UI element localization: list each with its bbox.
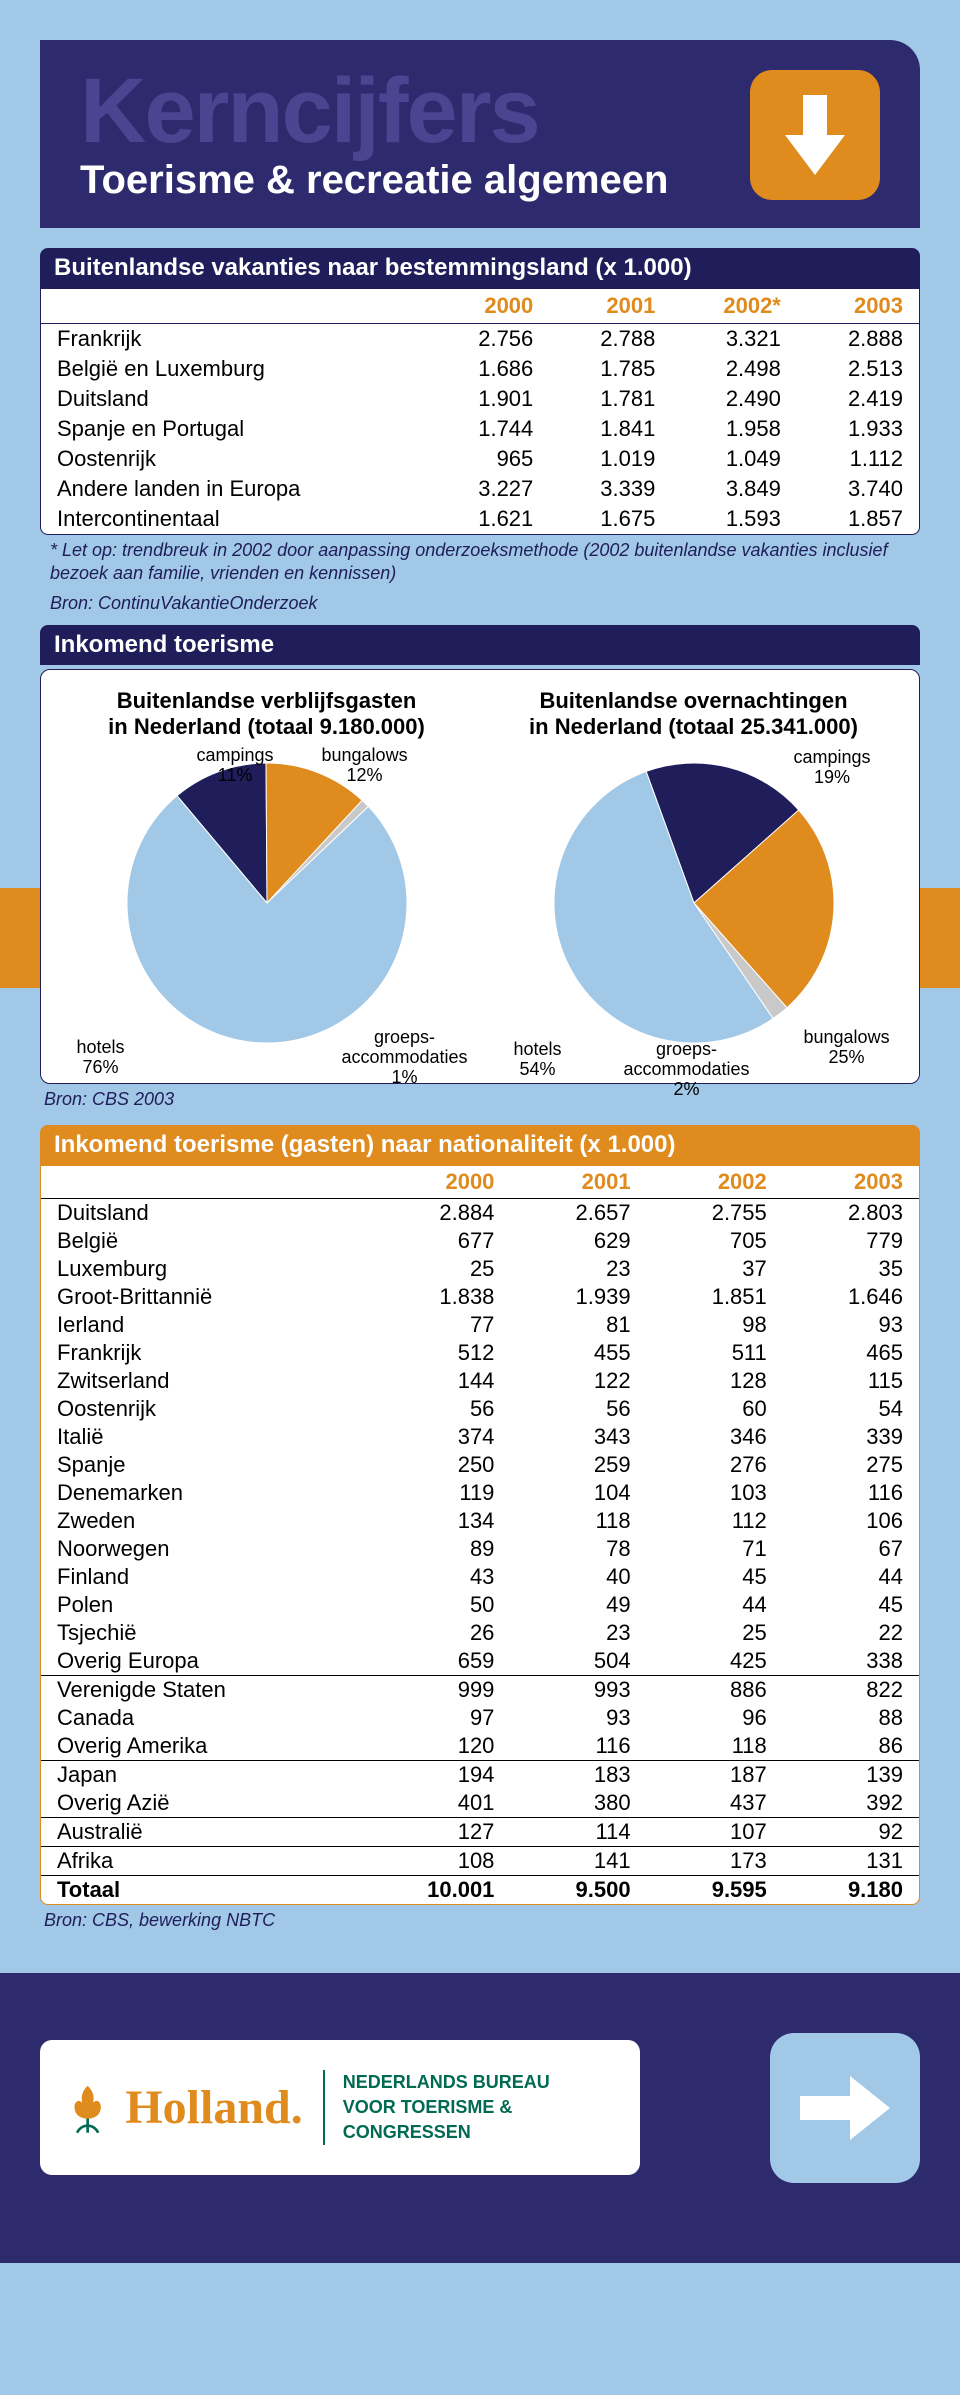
table2: 2000200120022003 Duitsland2.8842.6572.75… [41, 1166, 919, 1904]
table-row: Duitsland2.8842.6572.7552.803 [41, 1199, 919, 1228]
table1-card: 200020012002*2003 Frankrijk2.7562.7883.3… [40, 288, 920, 535]
table1-col: 2000 [427, 289, 549, 324]
table-row: Japan194183187139 [41, 1761, 919, 1790]
table1-col: 2003 [797, 289, 919, 324]
table-row: Denemarken119104103116 [41, 1479, 919, 1507]
table1-footnote1: * Let op: trendbreuk in 2002 door aanpas… [40, 539, 920, 586]
pie-footnote: Bron: CBS 2003 [40, 1088, 920, 1111]
table2-col [41, 1166, 355, 1199]
table-row: Finland43404544 [41, 1563, 919, 1591]
pie-label: bungalows25% [804, 1028, 890, 1068]
table-row: Canada97939688 [41, 1704, 919, 1732]
table-row: Overig Europa659504425338 [41, 1647, 919, 1676]
table-row: Verenigde Staten999993886822 [41, 1676, 919, 1705]
table1-col: 2002* [671, 289, 797, 324]
pie-label: groeps-accommodaties1% [342, 1028, 468, 1087]
table1-header: Buitenlandse vakanties naar bestemmingsl… [40, 248, 920, 288]
pie-label: hotels76% [77, 1038, 125, 1078]
pie-card: Buitenlandse verblijfsgastenin Nederland… [40, 669, 920, 1084]
table1-col [41, 289, 427, 324]
table-total-row: Totaal10.0019.5009.5959.180 [41, 1876, 919, 1905]
logo-card: Holland. NEDERLANDS BUREAU VOOR TOERISME… [40, 2040, 640, 2176]
org-line2: VOOR TOERISME & CONGRESSEN [343, 2095, 610, 2145]
table2-col: 2003 [783, 1166, 919, 1199]
pie1-title: Buitenlandse verblijfsgastenin Nederland… [57, 688, 477, 741]
table-row: Tsjechië26232522 [41, 1619, 919, 1647]
pie2-chart [544, 753, 844, 1053]
pie-label: campings19% [794, 748, 871, 788]
pie2-block: Buitenlandse overnachtingenin Nederland … [484, 688, 904, 1053]
pie-label: bungalows12% [322, 746, 408, 786]
incoming-header: Inkomend toerisme [40, 625, 920, 665]
table-row: Frankrijk512455511465 [41, 1339, 919, 1367]
table-row: Afrika108141173131 [41, 1847, 919, 1876]
table-row: Intercontinentaal1.6211.6751.5931.857 [41, 504, 919, 534]
table-row: Luxemburg25233735 [41, 1255, 919, 1283]
table-row: Groot-Brittannië1.8381.9391.8511.646 [41, 1283, 919, 1311]
table1-col: 2001 [549, 289, 671, 324]
header: Kerncijfers Toerisme & recreatie algemee… [40, 40, 920, 228]
table-row: Overig Azië401380437392 [41, 1789, 919, 1818]
table-row: Duitsland1.9011.7812.4902.419 [41, 384, 919, 414]
pie1-chart [117, 753, 417, 1053]
table-row: Andere landen in Europa3.2273.3393.8493.… [41, 474, 919, 504]
table-row: Ierland77819893 [41, 1311, 919, 1339]
next-icon [770, 2033, 920, 2183]
tulip-icon [70, 2078, 105, 2138]
table-row: België677629705779 [41, 1227, 919, 1255]
table-row: Spanje en Portugal1.7441.8411.9581.933 [41, 414, 919, 444]
org-name: NEDERLANDS BUREAU VOOR TOERISME & CONGRE… [323, 2070, 610, 2146]
holland-brand: Holland. [125, 2080, 302, 2135]
table-row: Frankrijk2.7562.7883.3212.888 [41, 323, 919, 354]
table1: 200020012002*2003 Frankrijk2.7562.7883.3… [41, 289, 919, 534]
table-row: Oostenrijk56566054 [41, 1395, 919, 1423]
table2-col: 2002 [647, 1166, 783, 1199]
table-row: België en Luxemburg1.6861.7852.4982.513 [41, 354, 919, 384]
table-row: Zwitserland144122128115 [41, 1367, 919, 1395]
table-row: Zweden134118112106 [41, 1507, 919, 1535]
download-icon [750, 70, 880, 200]
table-row: Noorwegen89787167 [41, 1535, 919, 1563]
footer: Holland. NEDERLANDS BUREAU VOOR TOERISME… [0, 1973, 960, 2263]
table-row: Overig Amerika12011611886 [41, 1732, 919, 1761]
table-row: Australië12711410792 [41, 1818, 919, 1847]
table-row: Spanje250259276275 [41, 1451, 919, 1479]
pie-label: groeps-accommodaties2% [624, 1040, 750, 1099]
table2-card: 2000200120022003 Duitsland2.8842.6572.75… [40, 1165, 920, 1905]
table2-col: 2001 [510, 1166, 646, 1199]
org-line1: NEDERLANDS BUREAU [343, 2070, 610, 2095]
table2-col: 2000 [355, 1166, 510, 1199]
pie-label: campings11% [197, 746, 274, 786]
table2-header: Inkomend toerisme (gasten) naar national… [40, 1125, 920, 1165]
pie2-title: Buitenlandse overnachtingenin Nederland … [484, 688, 904, 741]
table-row: Polen50494445 [41, 1591, 919, 1619]
table-row: Oostenrijk9651.0191.0491.112 [41, 444, 919, 474]
table1-footnote2: Bron: ContinuVakantieOnderzoek [40, 592, 920, 615]
table2-footnote: Bron: CBS, bewerking NBTC [40, 1909, 920, 1932]
table-row: Italië374343346339 [41, 1423, 919, 1451]
pie1-block: Buitenlandse verblijfsgastenin Nederland… [57, 688, 477, 1053]
pie-label: hotels54% [514, 1040, 562, 1080]
